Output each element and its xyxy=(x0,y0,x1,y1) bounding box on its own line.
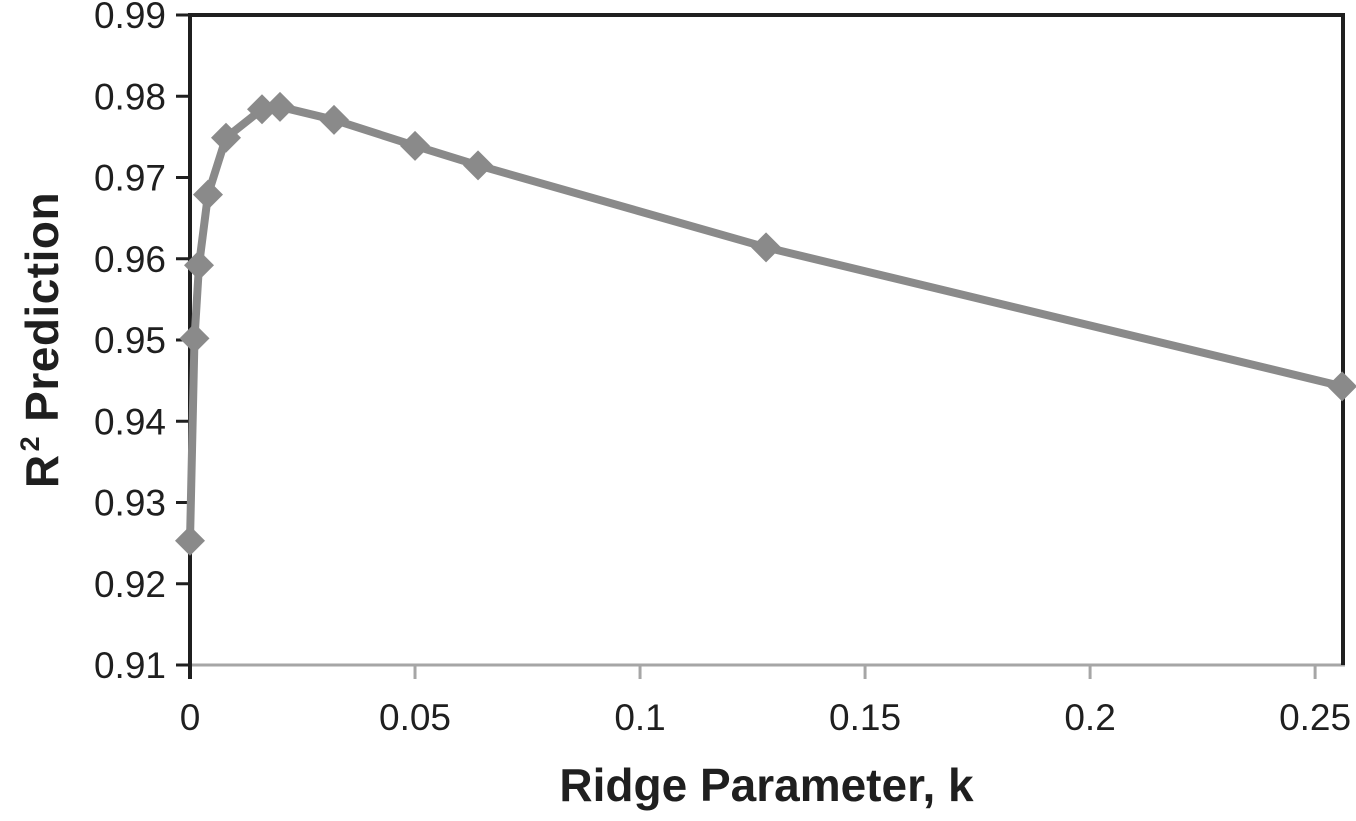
y-axis-title-rest: Prediction xyxy=(16,191,68,422)
y-tick-label: 0.92 xyxy=(94,564,166,605)
data-point-marker xyxy=(193,179,224,210)
data-point-marker xyxy=(400,130,431,161)
data-point-marker xyxy=(265,91,296,122)
data-point-marker xyxy=(1327,371,1356,402)
data-point-marker xyxy=(184,250,215,281)
y-tick-label: 0.98 xyxy=(94,76,166,117)
data-point-marker xyxy=(175,525,205,556)
x-tick-label: 0 xyxy=(180,697,201,738)
x-tick-label: 0.1 xyxy=(614,697,665,738)
y-axis-title-base: R xyxy=(16,454,68,489)
data-point-marker xyxy=(179,323,210,354)
x-tick-label: 0.25 xyxy=(1279,697,1351,738)
data-point-marker xyxy=(463,150,494,181)
y-tick-label: 0.97 xyxy=(94,158,166,199)
y-tick-label: 0.93 xyxy=(94,483,166,524)
x-tick-label: 0.2 xyxy=(1064,697,1115,738)
y-tick-label: 0.96 xyxy=(94,239,166,280)
y-tick-label: 0.91 xyxy=(94,645,166,686)
y-tick-label: 0.99 xyxy=(94,0,166,36)
data-point-marker xyxy=(751,232,782,263)
y-axis-title-exponent: 2 xyxy=(14,435,45,452)
data-point-marker xyxy=(211,122,242,153)
y-tick-label: 0.95 xyxy=(94,320,166,361)
x-tick-label: 0.15 xyxy=(829,697,901,738)
x-axis-title: Ridge Parameter, k xyxy=(559,759,974,811)
y-tick-label: 0.94 xyxy=(94,401,166,442)
x-tick-label: 0.05 xyxy=(379,697,451,738)
series-line xyxy=(186,102,1344,541)
y-axis-title: R 2 Prediction xyxy=(15,192,69,488)
data-point-marker xyxy=(319,104,350,135)
data-point-marker xyxy=(247,94,278,125)
